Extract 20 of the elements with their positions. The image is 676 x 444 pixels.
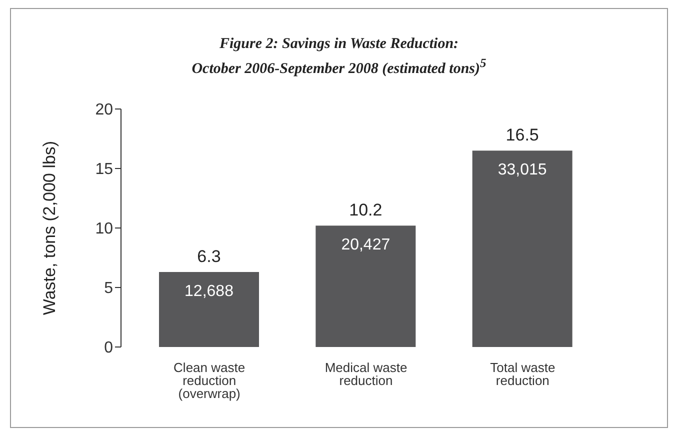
bar — [159, 272, 259, 347]
bar — [472, 150, 572, 347]
data-label: 6.3 — [197, 247, 221, 266]
x-tick-label: Medical waste reduction — [324, 360, 408, 388]
annotation: 12,688 — [184, 283, 234, 300]
x-tick-label: Clean waste reduction (overwrap) — [174, 360, 246, 402]
y-tick-label: 10 — [95, 220, 114, 238]
data-label: 10.2 — [349, 200, 382, 220]
x-tick-label: Total waste reduction — [490, 360, 556, 388]
y-tick-label: 0 — [104, 340, 114, 357]
y-tick-label: 20 — [95, 102, 114, 119]
y-tick-label: 15 — [95, 161, 114, 178]
y-tick-label: 5 — [104, 280, 114, 298]
y-axis-title: Waste, tons (2,000 lbs) — [40, 140, 60, 316]
annotation: 33,015 — [498, 162, 547, 179]
bar — [316, 226, 416, 347]
annotation: 20,427 — [341, 236, 390, 254]
chart-title: Figure 2: Savings in Waste Reduction: — [218, 35, 460, 54]
data-label: 16.5 — [506, 126, 539, 145]
chart-subtitle: October 2006-September 2008 (estimated tons)$^{5}$ — [190, 55, 488, 79]
